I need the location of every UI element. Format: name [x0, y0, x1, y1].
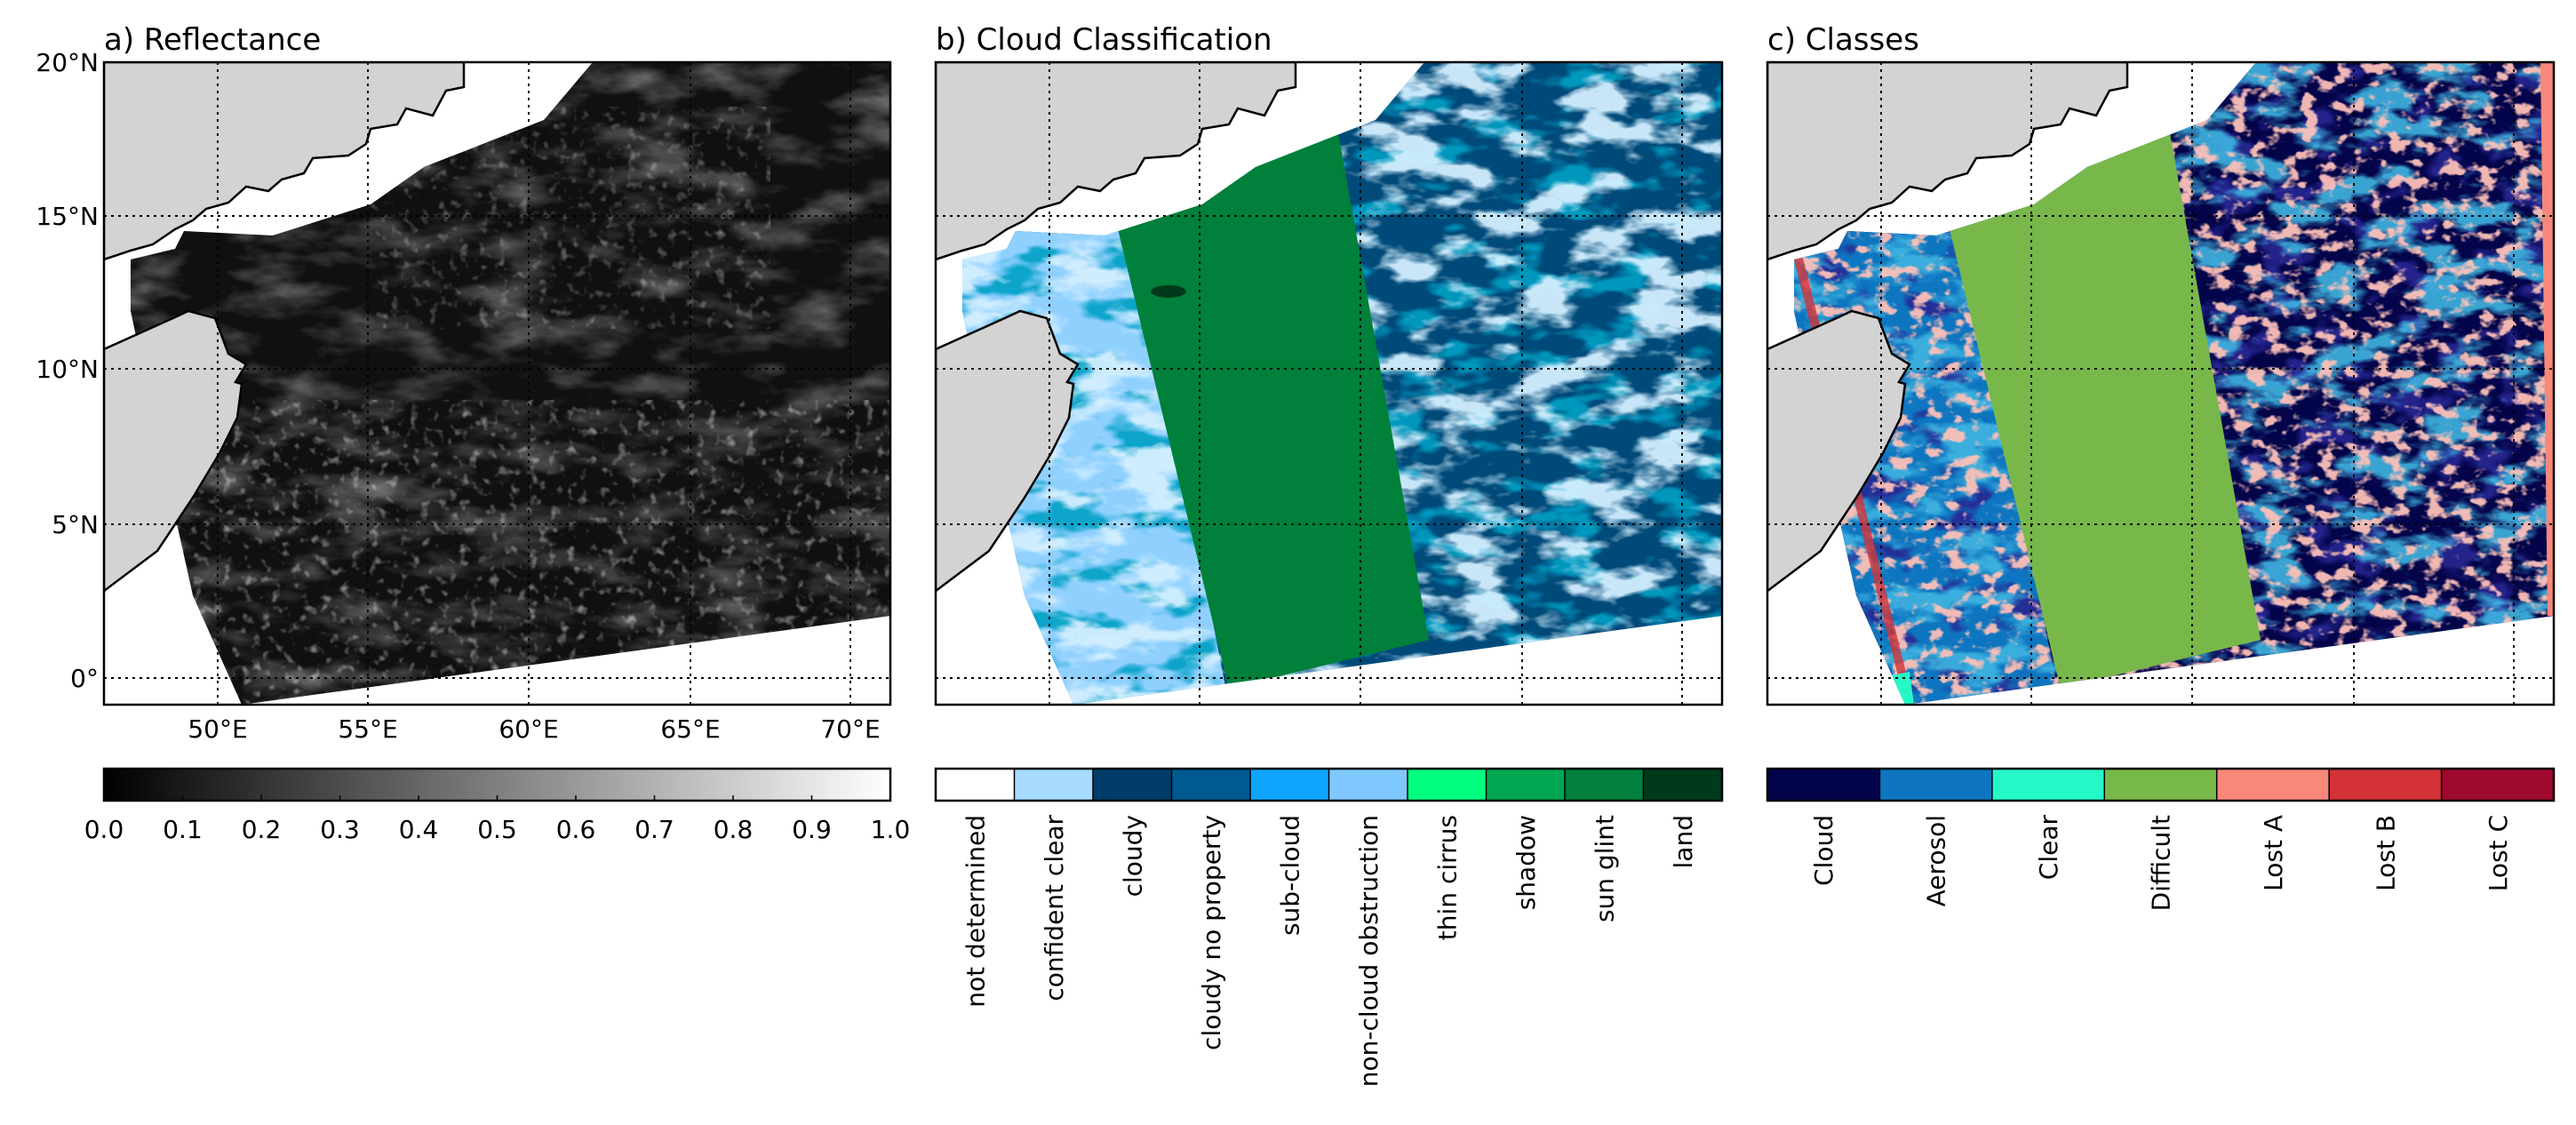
lon-label-55e: 55°E [338, 714, 397, 744]
graticule [104, 62, 890, 705]
colorbar-swatch [2216, 769, 2330, 801]
colorbar-swatch [2441, 769, 2555, 801]
colorbar-swatch [1408, 769, 1487, 801]
colorbar-class-label: confident clear [1040, 815, 1069, 1001]
colorbar-class-label: sub-cloud [1275, 815, 1304, 936]
lat-labels: 20°N 15°N 10°N 5°N 0° [36, 48, 99, 693]
lon-labels: 50°E 55°E 60°E 65°E 70°E [187, 714, 880, 744]
colorbar-tick-label: 1.0 [871, 815, 911, 844]
colorbar-class-label: non-cloud obstruction [1354, 815, 1384, 1087]
lat-label-15n: 15°N [36, 202, 99, 231]
colorbar-swatch [1486, 769, 1566, 801]
colorbar-swatch [1171, 769, 1251, 801]
colorbar-tick-label: 0.1 [163, 815, 203, 844]
panel-b-title: b) Cloud Classification [936, 22, 1272, 58]
difficult-band [1932, 93, 2261, 689]
colorbar-swatch [1250, 769, 1329, 801]
colorbar-swatch [936, 769, 1015, 801]
colorbar-tick-label: 0.0 [84, 815, 124, 844]
reflectance-colorbar: 0.0 0.1 0.2 0.3 0.4 0.5 0.6 0.7 0.8 0.9 1.0 [84, 767, 911, 844]
colorbar-class-label: Clear [2034, 815, 2063, 881]
colorbar-tick-label: 0.5 [477, 815, 517, 844]
graticule [1767, 62, 2554, 705]
colorbar-tick-label: 0.8 [714, 815, 754, 844]
colorbar-class-label: sun glint [1590, 815, 1619, 922]
map-frame [102, 60, 892, 706]
colorbar-class-label: cloudy [1118, 815, 1147, 897]
colorbar-class-label: cloudy no property [1197, 815, 1226, 1050]
colorbar-swatch [1643, 769, 1723, 801]
colorbar-swatch [1328, 769, 1408, 801]
sun-glint-band [1100, 93, 1429, 689]
colorbar-class-label: Lost A [2259, 815, 2288, 891]
colorbar-class-label: Cloud [1809, 815, 1838, 886]
reflectance-swath [131, 62, 890, 705]
panel-c-title: c) Classes [1767, 22, 1919, 58]
classification-colorbar: not determined confident clear cloudy cloud… [934, 767, 1724, 1087]
colorbar-tick-label: 0.6 [556, 815, 596, 844]
panel-reflectance: a) Reflectance 20°N 15°N 10°N 5°N 0° [36, 22, 910, 844]
lat-label-0: 0° [70, 664, 99, 693]
colorbar-class-label: shadow [1511, 815, 1541, 910]
colorbar-swatch [2104, 769, 2218, 801]
lon-label-60e: 60°E [498, 714, 558, 744]
colorbar-class-label: Difficult [2147, 815, 2176, 911]
colorbar-class-label: Aerosol [1922, 815, 1951, 906]
graticule [936, 62, 1722, 705]
map-frame [934, 60, 1724, 706]
colorbar-swatch [1767, 769, 1880, 801]
panel-classes: c) Classes [1766, 22, 2556, 911]
colorbar-class-label: Lost C [2484, 815, 2513, 891]
colorbar-class-label: thin cirrus [1432, 815, 1462, 940]
colorbar-tick-label: 0.7 [634, 815, 674, 844]
colorbar-tick-label: 0.2 [242, 815, 282, 844]
colorbar-swatch [1093, 769, 1172, 801]
colorbar-tick-label: 0.4 [399, 815, 439, 844]
colorbar-swatch [1879, 769, 1993, 801]
lat-label-20n: 20°N [36, 48, 99, 77]
colorbar-swatch [2329, 769, 2443, 801]
panel-a-title: a) Reflectance [104, 22, 321, 58]
colorbar-tick-label: 0.3 [320, 815, 360, 844]
colorbar-class-label: land [1669, 815, 1698, 868]
classes-swath [1794, 62, 2554, 705]
colorbar-tick-label: 0.9 [792, 815, 832, 844]
lat-label-10n: 10°N [36, 355, 99, 384]
lat-label-5n: 5°N [52, 510, 99, 539]
colorbar-class-label: not determined [961, 815, 990, 1008]
map-frame [1766, 60, 2556, 706]
colorbar-class-label: Lost B [2371, 815, 2400, 891]
classes-colorbar: Cloud Aerosol Clear Difficult Lost A Lost B Lo… [1766, 767, 2556, 911]
colorbar-swatch [1991, 769, 2105, 801]
lon-label-70e: 70°E [820, 714, 880, 744]
colorbar-swatch [1565, 769, 1644, 801]
colorbar-swatch [1014, 769, 1094, 801]
lon-label-50e: 50°E [187, 714, 247, 744]
panel-cloud-classification: b) Cloud Classification [934, 22, 1724, 1087]
lon-label-65e: 65°E [660, 714, 720, 744]
